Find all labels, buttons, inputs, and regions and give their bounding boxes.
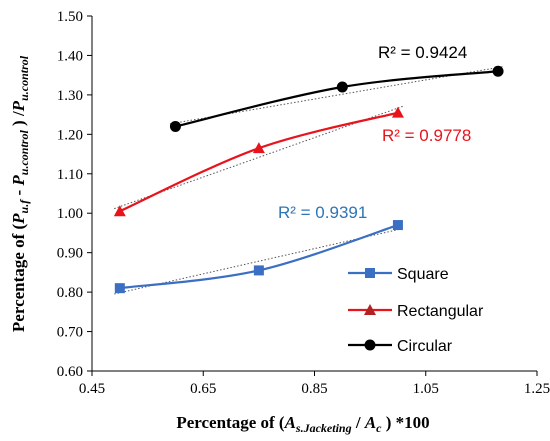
circular-r2-label: R² = 0.9424 [378, 43, 467, 62]
square-marker [253, 265, 264, 276]
rectangular-marker [113, 205, 126, 217]
y-tick-label: 0.90 [57, 246, 83, 262]
y-tick-label: 0.80 [57, 285, 83, 301]
y-tick-label: 1.20 [57, 127, 83, 143]
x-tick-group: 0.45 0.65 0.85 1.05 1.25 [79, 371, 550, 397]
trendline-group [114, 66, 504, 295]
x-axis-title: Percentage of (As.Jacketing / Ac ) *100 [176, 413, 429, 435]
square-marker [392, 220, 403, 231]
x-tick-label: 1.25 [524, 381, 550, 397]
y-tick-label: 1.10 [57, 167, 83, 183]
rectangular-marker [391, 106, 404, 118]
rectangular-series-line [119, 111, 399, 213]
y-tick-label: 1.40 [57, 48, 83, 64]
legend-marker-circular [364, 339, 376, 351]
legend: Square Rectangular Circular [348, 266, 484, 355]
x-tick-label: 0.85 [301, 381, 327, 397]
r2-label-group: R² = 0.9391 R² = 0.9778 R² = 0.9424 [278, 43, 471, 222]
legend-marker-square [365, 268, 375, 278]
y-tick-label: 0.60 [57, 364, 83, 380]
circular-series-line [175, 70, 499, 128]
legend-label-rectangular: Rectangular [397, 303, 484, 320]
x-tick-label: 1.05 [413, 381, 439, 397]
square-series-line [119, 224, 399, 290]
y-tick-label: 1.50 [57, 9, 83, 25]
square-r2-label: R² = 0.9391 [278, 203, 367, 222]
rectangular-r2-label: R² = 0.9778 [382, 126, 471, 145]
circular-marker [169, 120, 181, 132]
marker-group [113, 65, 504, 294]
legend-item-circular: Circular [348, 338, 453, 355]
legend-item-rectangular: Rectangular [348, 303, 484, 320]
y-tick-label: 0.70 [57, 325, 83, 341]
y-tick-label: 1.30 [57, 88, 83, 104]
series-line-group [119, 70, 499, 290]
legend-marker-rectangular [364, 304, 376, 315]
y-tick-group: 0.60 0.70 0.80 0.90 1.00 1.10 1.20 1.30 1.40 1.50 [57, 9, 92, 380]
x-tick-label: 0.65 [190, 381, 216, 397]
legend-label-circular: Circular [397, 338, 453, 355]
rectangular-marker [252, 142, 265, 154]
square-marker [114, 283, 125, 294]
x-tick-label: 0.45 [79, 381, 105, 397]
legend-label-square: Square [397, 266, 449, 283]
legend-item-square: Square [348, 266, 449, 283]
circular-marker [336, 81, 348, 93]
circular-marker [492, 65, 504, 77]
y-axis-title: Percentage of (Pu.f - Pu.control ) /Pu.c… [9, 55, 31, 332]
y-tick-label: 1.00 [57, 206, 83, 222]
